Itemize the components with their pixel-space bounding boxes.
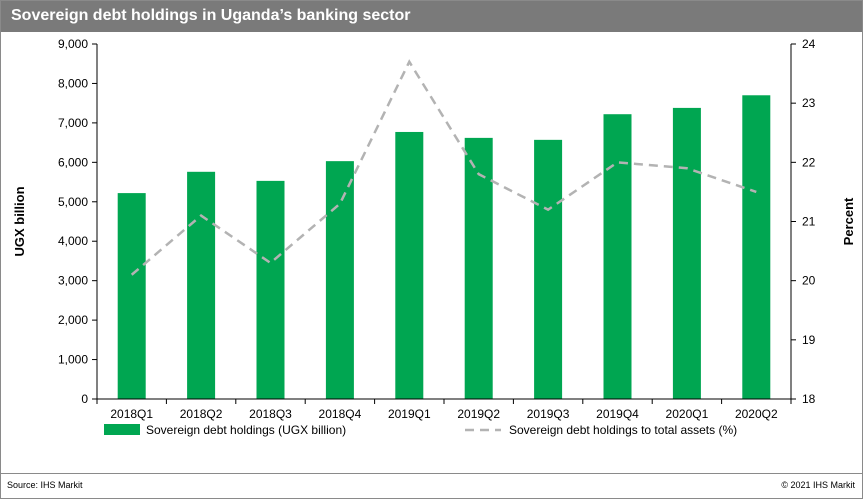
bar-2019Q1 <box>395 131 424 399</box>
legend-swatch-bar <box>104 424 140 435</box>
y-tick-label-right: 20 <box>802 274 816 288</box>
y-tick-label-right: 18 <box>802 392 816 406</box>
bar-2020Q1 <box>672 107 701 400</box>
y-tick-label-right: 22 <box>802 155 816 169</box>
legend-label-line: Sovereign debt holdings to total assets … <box>509 423 737 437</box>
bar-2020Q2 <box>742 95 771 400</box>
x-tick-label: 2019Q1 <box>388 407 431 421</box>
y-tick-label-left: 9,000 <box>58 37 88 51</box>
y-tick-label-left: 0 <box>81 392 88 406</box>
bar-2019Q2 <box>464 137 493 399</box>
x-tick-label: 2018Q3 <box>249 407 292 421</box>
x-tick-label: 2018Q1 <box>110 407 153 421</box>
y-tick-label-left: 4,000 <box>58 234 88 248</box>
y-tick-label-left: 6,000 <box>58 155 88 169</box>
y-tick-label-right: 23 <box>802 96 816 110</box>
title-bar: Sovereign debt holdings in Uganda’s bank… <box>1 1 862 32</box>
x-tick-label: 2018Q4 <box>319 407 362 421</box>
y-tick-label-left: 1,000 <box>58 353 88 367</box>
y-tick-label-right: 21 <box>802 215 816 229</box>
x-tick-label: 2018Q2 <box>180 407 223 421</box>
bar-2019Q3 <box>534 139 563 399</box>
y-tick-label-right: 24 <box>802 37 816 51</box>
y-tick-label-left: 8,000 <box>58 76 88 90</box>
x-tick-label: 2019Q4 <box>596 407 639 421</box>
chart-svg: 0 1,000 2,000 3,000 4,000 5,000 6,000 7,000 8,00… <box>12 37 856 437</box>
footer-divider <box>1 473 862 474</box>
bar-2018Q3 <box>256 180 285 399</box>
y-tick-label-left: 2,000 <box>58 313 88 327</box>
chart-title: Sovereign debt holdings in Uganda’s bank… <box>11 7 411 24</box>
copyright-note: © 2021 IHS Markit <box>781 480 855 490</box>
y-axis-title-left: UGX billion <box>12 186 27 256</box>
line-series-ratio <box>130 59 757 276</box>
y-tick-label-left: 5,000 <box>58 195 88 209</box>
x-tick-label: 2020Q1 <box>666 407 709 421</box>
source-note: Source: IHS Markit <box>7 480 83 490</box>
bar-2018Q4 <box>325 161 354 399</box>
y-axis-title-right: Percent <box>841 197 856 245</box>
x-tick-label: 2019Q2 <box>457 407 500 421</box>
y-tick-label-left: 7,000 <box>58 116 88 130</box>
bar-2018Q1 <box>117 193 146 399</box>
legend-label-bar: Sovereign debt holdings (UGX billion) <box>146 423 346 437</box>
x-tick-label: 2019Q3 <box>527 407 570 421</box>
y-tick-label-left: 3,000 <box>58 274 88 288</box>
y-tick-label-right: 19 <box>802 333 816 347</box>
x-tick-label: 2020Q2 <box>735 407 778 421</box>
bar-2019Q4 <box>603 114 632 399</box>
bar-2018Q2 <box>187 171 216 399</box>
